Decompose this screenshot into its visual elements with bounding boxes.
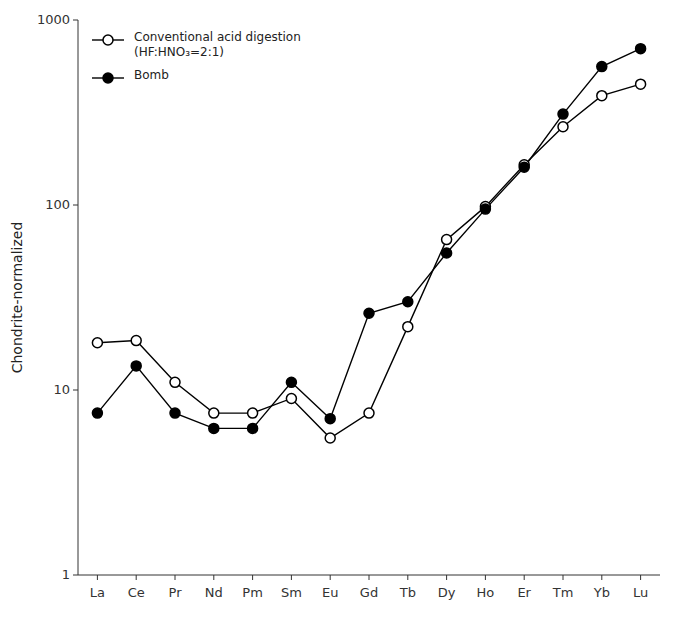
x-tick (407, 575, 408, 580)
axes: 1 10 100 1000 La Ce Pr Nd Pm Sm Eu Gd Tb Dy Ho Er Tm Yb Lu (37, 12, 660, 601)
series-line (97, 84, 640, 438)
point (636, 44, 646, 54)
x-tick-label: Eu (322, 585, 338, 600)
x-tick-label: Tb (399, 585, 416, 600)
y-tick (73, 390, 78, 391)
point (325, 433, 335, 443)
x-tick (252, 575, 253, 580)
point (170, 408, 180, 418)
point (364, 308, 374, 318)
legend: Conventional acid digestion(HF:HNO₃=2:1)… (92, 30, 301, 83)
x-tick (640, 575, 641, 580)
point (92, 338, 102, 348)
x-tick-label: Gd (360, 585, 378, 600)
y-tick-label: 100 (45, 197, 70, 212)
x-tick-label: Dy (438, 585, 456, 600)
y-tick-label: 10 (53, 382, 70, 397)
point (558, 122, 568, 132)
point (636, 79, 646, 89)
legend-entry: Bomb (134, 68, 169, 82)
x-tick (563, 575, 564, 580)
x-tick-label: Ho (477, 585, 495, 600)
x-tick (291, 575, 292, 580)
x-tick (175, 575, 176, 580)
x-tick-label: Yb (593, 585, 610, 600)
legend-swatch (103, 35, 113, 45)
point (403, 297, 413, 307)
point (480, 204, 490, 214)
point (131, 361, 141, 371)
legend-entry: Conventional acid digestion(HF:HNO₃=2:1) (134, 30, 301, 59)
y-tick-label: 1 (62, 567, 70, 582)
x-tick-label: Lu (633, 585, 648, 600)
x-tick (330, 575, 331, 580)
x-tick-label: Ce (128, 585, 145, 600)
point (364, 408, 374, 418)
y-tick (73, 205, 78, 206)
point (248, 423, 258, 433)
x-tick (369, 575, 370, 580)
point (442, 235, 452, 245)
point (209, 408, 219, 418)
x-tick-label: Sm (281, 585, 302, 600)
x-tick (136, 575, 137, 580)
point (597, 62, 607, 72)
point (558, 109, 568, 119)
point (209, 423, 219, 433)
y-axis-label: Chondrite-normalized (9, 222, 25, 374)
x-tick (524, 575, 525, 580)
point (170, 377, 180, 387)
legend-swatch (103, 73, 113, 83)
x-tick-label: Pm (242, 585, 263, 600)
y-tick (73, 20, 78, 21)
legend-entry-line: (HF:HNO₃=2:1) (134, 45, 224, 59)
x-tick (446, 575, 447, 580)
point (286, 377, 296, 387)
series-line (97, 49, 640, 429)
point (597, 91, 607, 101)
point (442, 248, 452, 258)
x-tick (97, 575, 98, 580)
point (131, 336, 141, 346)
x-tick (485, 575, 486, 580)
point (286, 393, 296, 403)
legend-entry-line: Bomb (134, 68, 169, 82)
x-tick-label: Nd (205, 585, 223, 600)
plot-area (92, 44, 645, 443)
point (92, 408, 102, 418)
point (248, 408, 258, 418)
point (403, 322, 413, 332)
point (519, 162, 529, 172)
x-tick-label: Tm (552, 585, 574, 600)
y-tick-label: 1000 (37, 12, 70, 27)
x-tick (601, 575, 602, 580)
y-tick (73, 575, 78, 576)
x-tick-label: Pr (169, 585, 183, 600)
x-tick (213, 575, 214, 580)
x-tick-label: Er (517, 585, 531, 600)
point (325, 414, 335, 424)
legend-entry-line: Conventional acid digestion (134, 30, 301, 44)
x-tick-label: La (90, 585, 105, 600)
y-axis-line (78, 20, 79, 575)
chart: 1 10 100 1000 La Ce Pr Nd Pm Sm Eu Gd Tb Dy Ho Er Tm Yb Lu… (0, 0, 682, 627)
